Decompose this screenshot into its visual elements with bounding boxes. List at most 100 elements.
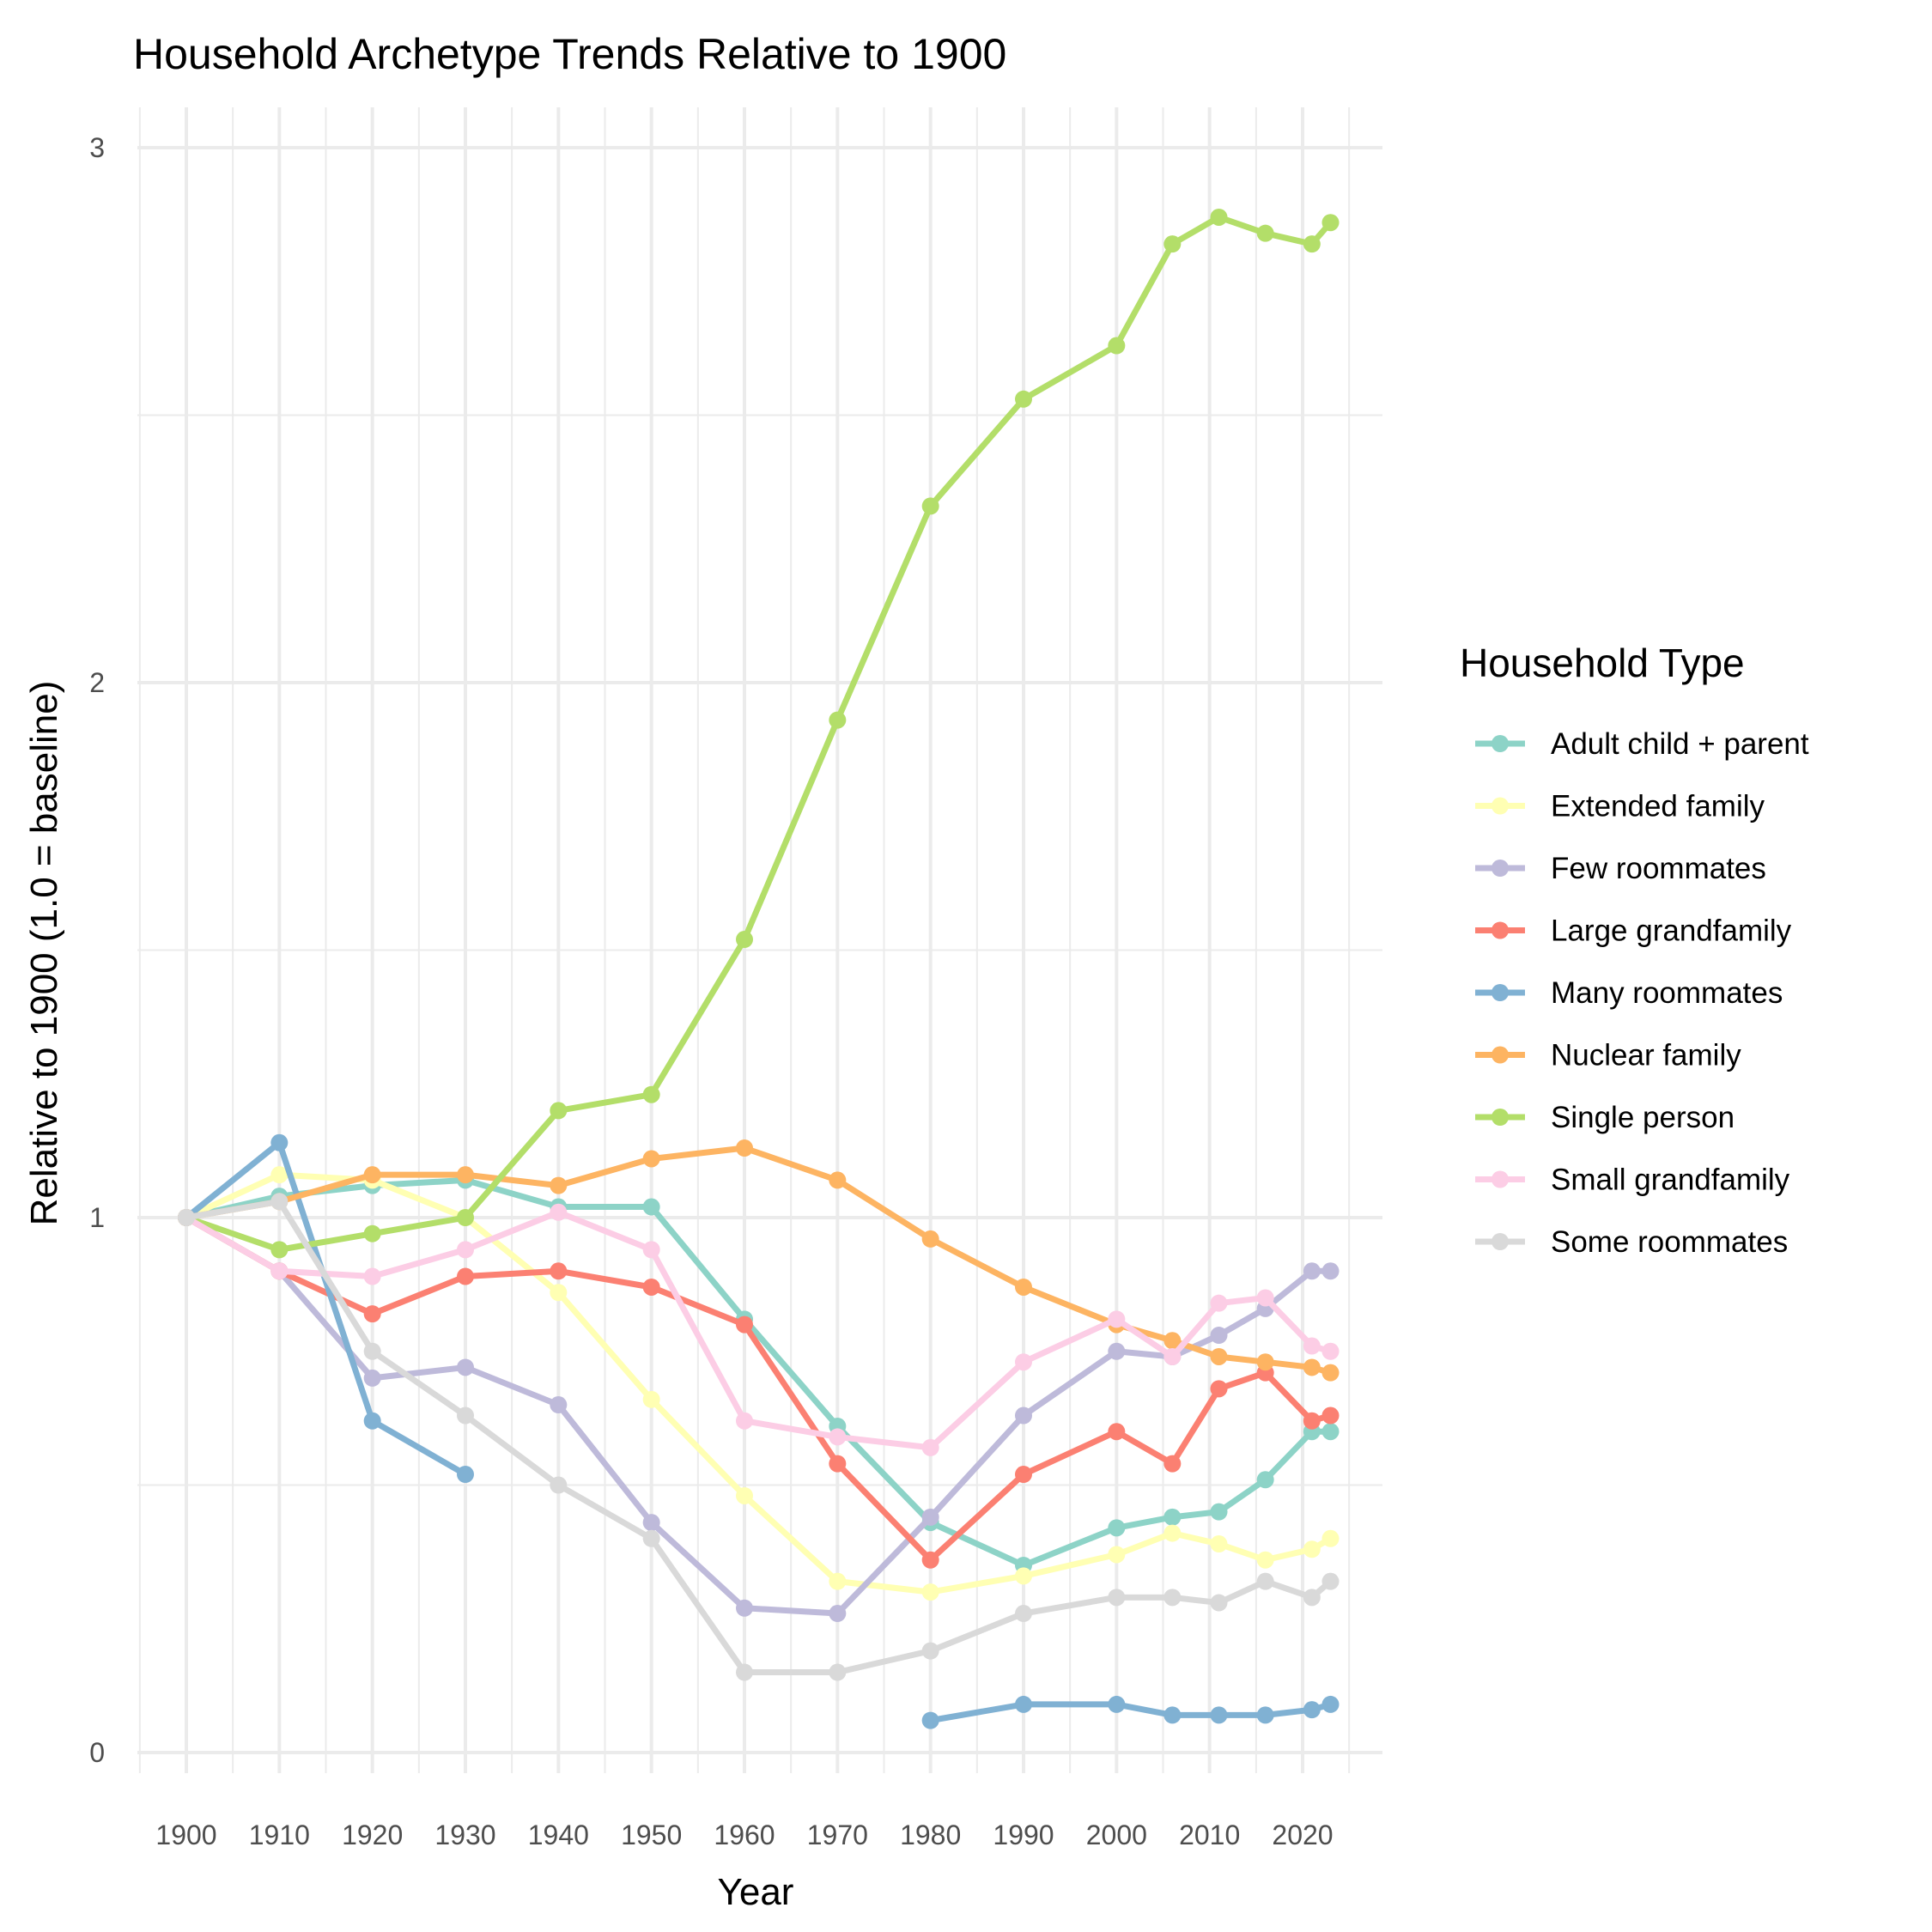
data-point xyxy=(1163,235,1182,253)
data-point xyxy=(736,931,753,949)
data-point xyxy=(1210,1594,1228,1612)
data-point xyxy=(363,1224,381,1242)
data-point xyxy=(550,1176,568,1194)
x-tick-label: 1950 xyxy=(621,1820,682,1850)
data-point xyxy=(1321,1529,1340,1547)
data-point xyxy=(1163,1455,1182,1473)
data-point xyxy=(270,1262,289,1280)
data-point xyxy=(363,1267,381,1285)
data-point xyxy=(829,1171,847,1189)
data-point xyxy=(736,1486,753,1504)
data-point xyxy=(1256,1289,1274,1307)
data-point xyxy=(1321,1572,1340,1590)
data-point xyxy=(642,1278,660,1296)
legend-key-point xyxy=(1492,1109,1509,1126)
data-point xyxy=(642,1085,660,1103)
data-point xyxy=(736,1663,753,1681)
data-point xyxy=(1015,1605,1032,1623)
legend-label: Few roommates xyxy=(1551,852,1766,885)
x-tick-label: 1900 xyxy=(155,1820,216,1850)
data-point xyxy=(457,1166,474,1184)
data-point xyxy=(829,1663,847,1681)
series-line xyxy=(183,1171,1334,1595)
data-point xyxy=(921,1508,939,1526)
data-point xyxy=(1015,1406,1032,1425)
y-tick-label: 1 xyxy=(89,1202,105,1233)
y-tick-label: 3 xyxy=(89,132,105,163)
y-axis-title: Relative to 1900 (1.0 = baseline) xyxy=(23,681,65,1226)
legend-label: Some roommates xyxy=(1551,1225,1788,1259)
data-point xyxy=(1256,1551,1274,1569)
data-point xyxy=(921,1711,939,1729)
data-point xyxy=(1321,214,1340,232)
data-point xyxy=(1303,235,1321,253)
chart-title: Household Archetype Trends Relative to 1… xyxy=(133,30,1006,78)
x-tick-label: 1970 xyxy=(807,1820,868,1850)
legend-label: Many roommates xyxy=(1551,976,1783,1010)
data-point xyxy=(829,711,847,729)
data-point xyxy=(1108,1423,1126,1441)
legend-key-point xyxy=(1492,984,1509,1001)
axis-ticks: 0 1 2 3 1900 1910 1920 1930 1940 1950 1960 1970 1980… xyxy=(89,132,1333,1850)
x-tick-label: 2020 xyxy=(1272,1820,1333,1850)
data-point xyxy=(1163,1508,1182,1526)
legend-key-point xyxy=(1492,1233,1509,1250)
data-point xyxy=(736,1599,753,1617)
legend-label: Single person xyxy=(1551,1101,1735,1134)
data-point xyxy=(829,1428,847,1446)
x-tick-label: 1930 xyxy=(434,1820,495,1850)
x-tick-label: 1940 xyxy=(528,1820,589,1850)
series-small-grandfamily xyxy=(178,1203,1340,1456)
series-few-roommates xyxy=(178,1209,1340,1623)
data-point xyxy=(457,1209,474,1226)
y-tick-label: 2 xyxy=(89,667,105,698)
data-point xyxy=(921,1551,939,1569)
data-point xyxy=(736,1139,753,1157)
data-point xyxy=(1321,1364,1340,1382)
data-point xyxy=(642,1390,660,1408)
data-point xyxy=(829,1605,847,1623)
data-point xyxy=(1256,224,1274,242)
data-point xyxy=(1303,1337,1321,1355)
data-point xyxy=(550,1476,568,1494)
data-point xyxy=(1256,1471,1274,1489)
data-point xyxy=(457,1466,474,1484)
data-point xyxy=(1015,390,1032,408)
series-nuclear-family xyxy=(178,1139,1340,1382)
series-many-roommates xyxy=(178,1133,1340,1729)
data-point xyxy=(1303,1262,1321,1280)
data-point xyxy=(550,1203,568,1221)
legend-label: Adult child + parent xyxy=(1551,727,1809,761)
data-point xyxy=(1210,1380,1228,1398)
data-point xyxy=(736,1412,753,1430)
data-point xyxy=(1163,1706,1182,1724)
x-axis-title: Year xyxy=(718,1871,794,1913)
x-tick-label: 1960 xyxy=(714,1820,775,1850)
data-point xyxy=(457,1358,474,1376)
data-point xyxy=(1108,1695,1126,1713)
data-point xyxy=(1303,1540,1321,1558)
data-point xyxy=(829,1455,847,1473)
series-line xyxy=(183,1198,1334,1676)
data-point xyxy=(1210,208,1228,226)
data-point xyxy=(1321,1423,1340,1441)
data-point xyxy=(1321,1406,1340,1425)
data-point xyxy=(1321,1695,1340,1713)
data-point xyxy=(1303,1358,1321,1376)
data-point xyxy=(1108,1546,1126,1564)
data-point xyxy=(1015,1278,1032,1296)
legend-key-point xyxy=(1492,860,1509,877)
data-point xyxy=(1256,1706,1274,1724)
data-point xyxy=(1163,1347,1182,1365)
legend-label: Small grandfamily xyxy=(1551,1163,1790,1197)
data-point xyxy=(1210,1347,1228,1365)
data-point xyxy=(178,1209,195,1226)
data-point xyxy=(1321,1342,1340,1360)
data-point xyxy=(270,1166,289,1184)
series-adult-child-parent xyxy=(178,1171,1340,1574)
x-tick-label: 1920 xyxy=(342,1820,403,1850)
series-line xyxy=(183,1145,1334,1376)
legend-label: Large grandfamily xyxy=(1551,914,1792,948)
data-point xyxy=(921,497,939,515)
